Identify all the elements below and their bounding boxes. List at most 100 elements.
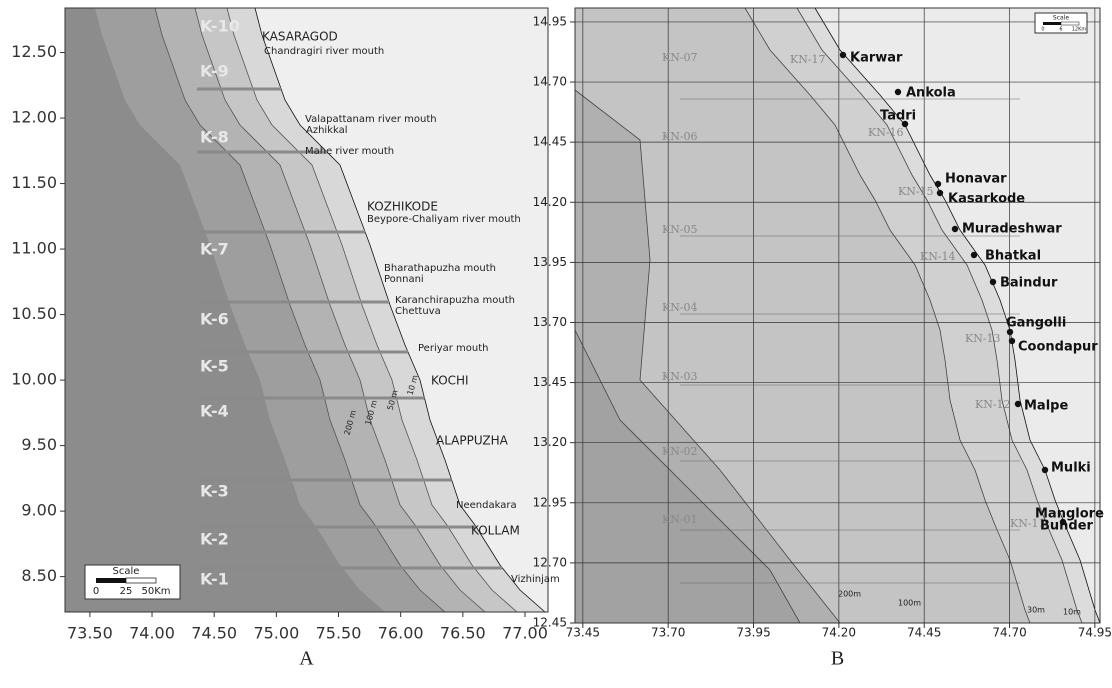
- x-tick-label: 74.95: [1078, 626, 1112, 640]
- zone-label: K-1: [200, 570, 229, 589]
- place-label: Ponnani: [384, 274, 424, 285]
- y-tick-label: 9.00: [21, 501, 57, 520]
- x-tick-label: 75.50: [316, 624, 362, 643]
- zone-label: KN-14: [920, 250, 956, 263]
- depth-label: 30m: [1027, 606, 1045, 615]
- x-tick-label: 74.00: [129, 624, 175, 643]
- town-label: Mulki: [1051, 461, 1091, 476]
- town-marker: [989, 278, 997, 286]
- town-label: Karwar: [850, 51, 903, 66]
- town-label: Coondapur: [1018, 340, 1098, 355]
- panel-label: B: [831, 648, 844, 670]
- y-tick-label: 13.95: [533, 255, 567, 269]
- x-tick-label: 73.50: [67, 624, 113, 643]
- town-label: Tadri: [880, 109, 916, 124]
- town-label: Bunder: [1040, 519, 1094, 534]
- y-tick-label: 12.00: [11, 108, 57, 127]
- scale-bar: [96, 578, 126, 583]
- zone-label: K-3: [200, 482, 229, 501]
- town-marker: [970, 251, 978, 259]
- zone-label: K-4: [200, 402, 229, 421]
- place-label: Chandragiri river mouth: [264, 46, 384, 57]
- y-tick-label: 12.70: [533, 555, 567, 569]
- y-tick-label: 10.00: [11, 370, 57, 389]
- y-tick-label: 14.45: [533, 135, 567, 149]
- zone-label: KN-06: [662, 130, 698, 143]
- town-label: Bhatkal: [985, 249, 1041, 264]
- depth-label: 10m: [1063, 608, 1081, 617]
- scale-label: 0: [1041, 27, 1044, 33]
- place-label: Periyar mouth: [418, 343, 489, 354]
- x-tick-label: 77.00: [502, 624, 548, 643]
- y-tick-label: 14.95: [533, 14, 567, 28]
- town-marker: [934, 180, 942, 188]
- y-tick-label: 9.50: [21, 435, 57, 454]
- zone-label: KN-16: [868, 126, 904, 139]
- zone-label: KN-04: [662, 301, 698, 314]
- town-marker: [839, 51, 847, 59]
- x-tick-label: 74.45: [907, 626, 941, 640]
- frame: [574, 7, 1101, 624]
- town-marker: [1006, 328, 1014, 336]
- zone-label: K-6: [200, 310, 229, 329]
- y-tick-label: 14.20: [533, 195, 567, 209]
- y-tick-label: 12.95: [533, 495, 567, 509]
- town-marker: [1041, 466, 1049, 474]
- town-label: Honavar: [945, 172, 1007, 187]
- zone-label: KN-07: [662, 51, 698, 64]
- place-label: KOLLAM: [471, 524, 520, 538]
- place-label: Vizhinjam: [511, 574, 560, 585]
- x-tick-label: 74.70: [992, 626, 1026, 640]
- scale-label: 0: [93, 586, 99, 597]
- y-tick-label: 13.20: [533, 435, 567, 449]
- scale-bar: [1060, 21, 1080, 26]
- depth-label: 200m: [838, 590, 861, 599]
- zone-label: KN-02: [662, 445, 698, 458]
- town-marker: [936, 189, 944, 197]
- zone-label: K-7: [200, 240, 229, 259]
- x-tick-label: 73.70: [651, 626, 685, 640]
- scale-title: Scale: [1053, 15, 1069, 22]
- place-label: ALAPPUZHA: [436, 434, 509, 448]
- town-label: Kasarkode: [948, 192, 1025, 207]
- place-label: Chettuva: [395, 306, 441, 317]
- town-label: Baindur: [1000, 276, 1058, 291]
- town-marker: [1059, 518, 1067, 526]
- town-marker: [901, 120, 909, 128]
- y-tick-label: 11.50: [11, 173, 57, 192]
- place-label: KOCHI: [431, 374, 469, 388]
- zone-label: KN-12: [975, 398, 1011, 411]
- town-marker: [1014, 400, 1022, 408]
- zone-label: KN-05: [662, 223, 698, 236]
- scale-label: 25: [120, 586, 133, 597]
- place-label: Karanchirapuzha mouth: [395, 295, 515, 306]
- x-tick-label: 76.00: [378, 624, 424, 643]
- town-marker: [894, 88, 902, 96]
- town-label: Muradeshwar: [962, 222, 1062, 237]
- zone-label: KN-11: [1010, 517, 1046, 530]
- x-tick-label: 74.50: [191, 624, 237, 643]
- place-label: Beypore-Chaliyam river mouth: [367, 214, 521, 225]
- scale-label: 12Km: [1072, 27, 1087, 33]
- x-tick-label: 73.45: [566, 626, 600, 640]
- x-tick-label: 75.00: [253, 624, 299, 643]
- scale-bar: [1043, 22, 1061, 25]
- town-label: Gangolli: [1006, 316, 1066, 331]
- place-label: KASARAGOD: [262, 30, 338, 44]
- town-label: Malpe: [1024, 399, 1068, 414]
- place-label: Mahe river mouth: [305, 146, 394, 157]
- y-tick-label: 13.45: [533, 375, 567, 389]
- place-label: Bharathapuzha mouth: [384, 263, 496, 274]
- town-marker: [951, 225, 959, 233]
- place-label: Valapattanam river mouth: [305, 114, 437, 125]
- zone-label: KN-03: [662, 370, 698, 383]
- frame: [64, 7, 549, 613]
- land: [254, 7, 549, 613]
- zone-label: KN-15: [898, 185, 934, 198]
- x-tick-label: 76.50: [440, 624, 486, 643]
- y-tick-label: 12.45: [533, 616, 567, 630]
- town-label: Ankola: [906, 86, 956, 101]
- y-tick-label: 11.00: [11, 239, 57, 258]
- zone-label: K-10: [200, 17, 240, 36]
